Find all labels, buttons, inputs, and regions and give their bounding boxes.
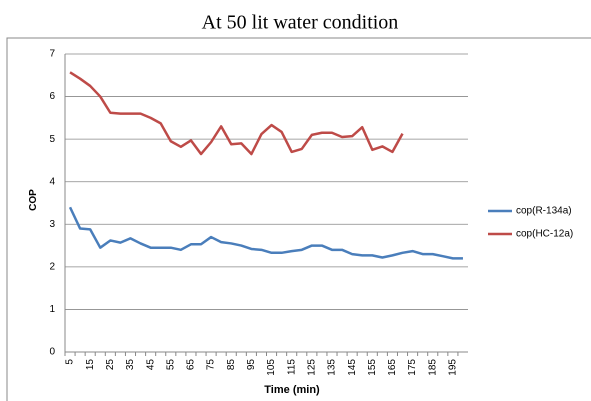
x-tick-label: 115	[286, 359, 297, 375]
x-tick-label: 25	[105, 359, 116, 371]
chart-title: At 50 lit water condition	[202, 12, 399, 34]
y-tick-label: 4	[49, 176, 55, 187]
y-tick-label: 2	[49, 261, 55, 272]
y-tick-label: 1	[49, 304, 55, 315]
data-line	[69, 71, 404, 156]
x-tick-label: 85	[226, 359, 237, 371]
x-tick-label: 35	[125, 359, 136, 371]
x-tick-label: 135	[327, 359, 338, 376]
legend-label: cop(R-134a)	[516, 206, 572, 217]
y-tick-label: 0	[49, 347, 55, 358]
y-tick-label: 7	[49, 49, 55, 60]
x-axis-label: Time (min)	[264, 384, 320, 396]
data-line	[68, 206, 463, 260]
y-tick-label: 5	[49, 134, 55, 145]
x-tick-label: 155	[367, 359, 378, 376]
x-tick-label: 165	[387, 359, 398, 376]
y-axis-label: COP	[28, 189, 39, 211]
chart-frame	[6, 37, 591, 401]
x-tick-label: 55	[165, 359, 176, 371]
legend-label: cop(HC-12a)	[516, 229, 573, 240]
x-tick-label: 145	[347, 359, 358, 376]
y-tick-label: 6	[49, 91, 55, 102]
y-tick-label: 3	[49, 219, 55, 230]
x-tick-label: 65	[186, 359, 197, 371]
x-tick-label: 95	[246, 359, 257, 371]
x-tick-label: 125	[306, 359, 317, 376]
x-tick-label: 15	[85, 359, 96, 371]
x-tick-label: 195	[448, 359, 459, 376]
x-tick-label: 5	[65, 359, 76, 365]
x-tick-label: 175	[407, 359, 418, 376]
x-tick-label: 185	[427, 359, 438, 376]
x-tick-label: 75	[206, 359, 217, 371]
x-tick-label: 105	[266, 359, 277, 376]
x-tick-label: 45	[145, 359, 156, 371]
